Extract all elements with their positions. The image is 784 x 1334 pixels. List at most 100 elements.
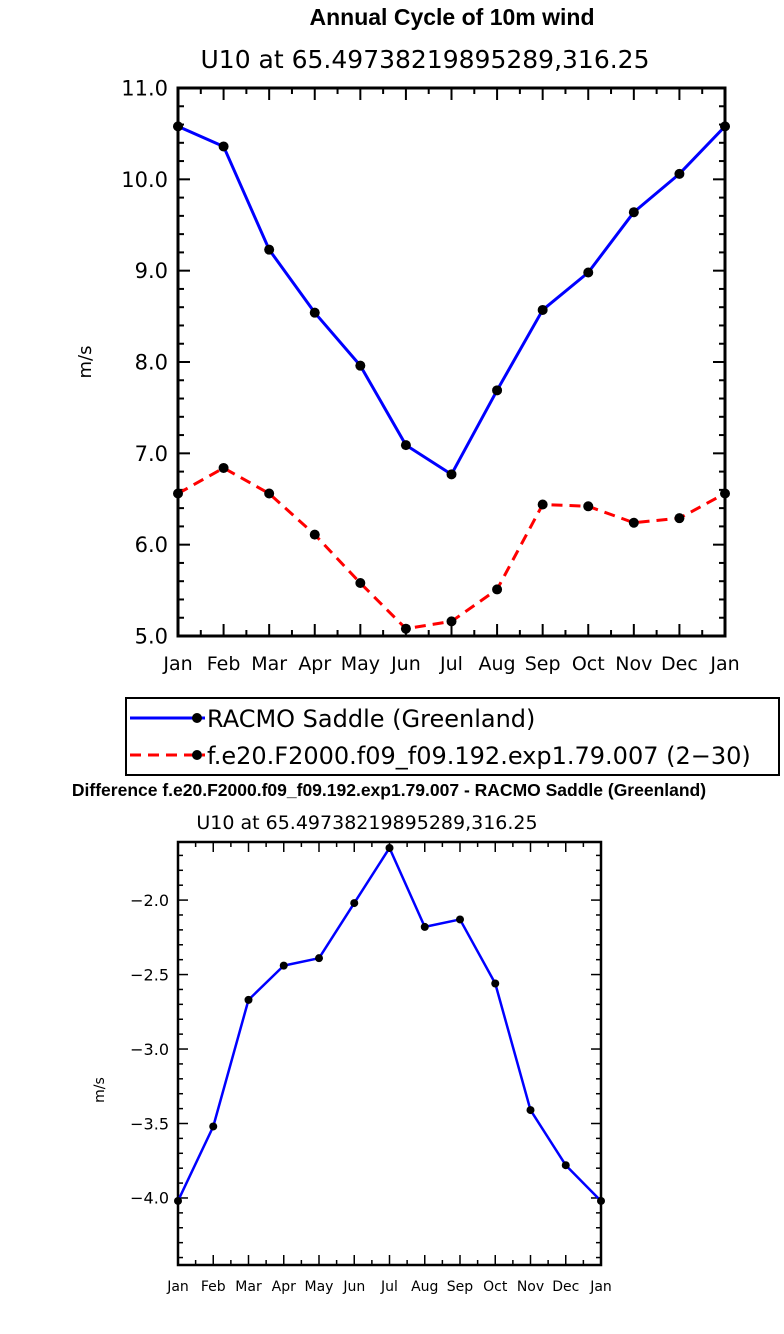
series-0-point <box>597 1196 605 1205</box>
chart2-y-tick-labels: −4.0 −3.5 −3.0 −2.5 −2.0 <box>130 891 169 1208</box>
x-tick-label: Dec <box>552 1279 579 1295</box>
series-line-0 <box>176 846 602 1202</box>
x-tick-label: Jan <box>709 653 739 675</box>
legend-label-racmo: RACMO Saddle (Greenland) <box>207 705 535 733</box>
series-1-point <box>173 488 183 499</box>
series-0-point <box>279 961 288 970</box>
chart1-y-axis-label: m/s <box>75 346 96 379</box>
legend-box <box>125 697 780 776</box>
x-tick-label: Feb <box>207 653 241 675</box>
series-0-point <box>218 141 229 152</box>
y-tick-label: 6.0 <box>135 533 168 557</box>
x-tick-label: May <box>305 1279 334 1295</box>
x-tick-label: Jan <box>589 1279 612 1295</box>
y-tick-label: 8.0 <box>135 351 168 375</box>
chart1-series-points <box>173 121 730 634</box>
x-tick-label: Oct <box>483 1279 508 1295</box>
series-1-point <box>537 499 548 510</box>
series-1-point <box>264 488 275 499</box>
series-0-point <box>456 915 464 924</box>
series-0-point <box>674 168 685 179</box>
y-tick-label: 5.0 <box>135 625 168 649</box>
x-tick-label: Mar <box>235 1279 262 1295</box>
legend-marker-racmo <box>192 713 202 723</box>
chart1-title: Annual Cycle of 10m wind <box>310 4 595 30</box>
x-tick-label: Apr <box>298 653 331 675</box>
series-1-point <box>446 616 457 627</box>
chart1-legend: RACMO Saddle (Greenland) f.e20.F2000.f09… <box>125 697 780 776</box>
series-0-point <box>583 267 594 278</box>
chart2-series-points <box>174 843 605 1205</box>
series-0-point <box>174 1196 182 1205</box>
series-line-0 <box>177 124 727 476</box>
series-0-point <box>350 899 359 908</box>
chart1-ticks <box>177 87 726 637</box>
series-0-point <box>420 922 429 931</box>
x-tick-label: Sep <box>447 1279 474 1295</box>
series-1-point <box>218 462 229 473</box>
series-0-point <box>537 304 548 315</box>
chart1-y-tick-labels: 5.0 6.0 7.0 8.0 9.0 10.0 11.0 <box>121 77 168 649</box>
series-line-1 <box>177 466 726 631</box>
series-1-point <box>720 488 730 499</box>
series-0-point <box>561 1161 570 1170</box>
series-0-point <box>309 307 320 318</box>
x-tick-label: Oct <box>572 653 605 675</box>
y-tick-label: 9.0 <box>135 259 168 283</box>
y-tick-label: −3.0 <box>130 1040 169 1059</box>
series-1-point <box>400 623 411 634</box>
y-tick-label: 7.0 <box>135 442 168 466</box>
series-0-point <box>446 469 457 480</box>
chart2-title: Difference f.e20.F2000.f09_f09.192.exp1.… <box>72 780 706 800</box>
series-1-point <box>674 513 685 524</box>
chart2-plot-frame <box>176 840 603 1267</box>
series-0-point <box>209 1122 218 1131</box>
y-tick-label: −2.0 <box>130 891 169 910</box>
x-tick-label: Jan <box>166 1279 189 1295</box>
series-0-point <box>385 843 394 852</box>
annual-cycle-chart: Annual Cycle of 10m wind U10 at 65.49738… <box>75 4 740 675</box>
series-0-point <box>400 440 411 451</box>
x-tick-label: Sep <box>525 653 561 675</box>
x-tick-label: Jul <box>380 1279 398 1295</box>
y-tick-label: −2.5 <box>130 965 169 984</box>
chart2-series-lines <box>176 846 602 1202</box>
x-tick-label: Jan <box>162 653 192 675</box>
series-0-point <box>264 244 275 255</box>
series-0-point <box>526 1106 535 1115</box>
x-tick-label: Jun <box>342 1279 365 1295</box>
chart1-subtitle: U10 at 65.49738219895289,316.25 <box>201 45 650 74</box>
chart2-x-tick-labels: Jan Feb Mar Apr May Jun Jul Aug Sep Oct Nov Dec Jan <box>166 1279 612 1295</box>
difference-chart: Difference f.e20.F2000.f09_f09.192.exp1.… <box>72 780 706 1295</box>
series-0-point <box>355 360 366 371</box>
x-tick-label: Mar <box>251 653 287 675</box>
x-tick-label: Feb <box>201 1279 226 1295</box>
series-0-point <box>492 385 503 396</box>
series-0-point <box>491 979 500 988</box>
y-tick-label: 11.0 <box>121 77 168 101</box>
legend-marker-model <box>192 750 202 760</box>
chart1-x-tick-labels: Jan Feb Mar Apr May Jun Jul Aug Sep Oct Nov Dec Jan <box>162 653 739 675</box>
y-tick-label: −4.0 <box>130 1189 169 1208</box>
x-tick-label: Aug <box>479 653 516 675</box>
chart2-subtitle: U10 at 65.49738219895289,316.25 <box>196 812 537 834</box>
x-tick-label: Nov <box>615 653 652 675</box>
chart2-ticks <box>177 842 602 1265</box>
x-tick-label: Dec <box>661 653 698 675</box>
series-0-point <box>173 121 183 132</box>
y-tick-label: −3.5 <box>130 1114 169 1133</box>
x-tick-label: Jul <box>439 653 463 675</box>
series-1-point <box>309 529 320 540</box>
x-tick-label: May <box>341 653 380 675</box>
x-tick-label: Nov <box>517 1279 544 1295</box>
series-1-point <box>492 584 503 595</box>
series-0-point <box>315 954 323 963</box>
x-tick-label: Apr <box>272 1279 296 1295</box>
x-tick-label: Jun <box>390 653 421 675</box>
series-1-point <box>628 517 639 528</box>
series-0-point <box>628 207 639 218</box>
chart1-series-lines <box>177 124 727 631</box>
series-1-point <box>355 578 366 589</box>
y-tick-label: 10.0 <box>121 168 168 192</box>
